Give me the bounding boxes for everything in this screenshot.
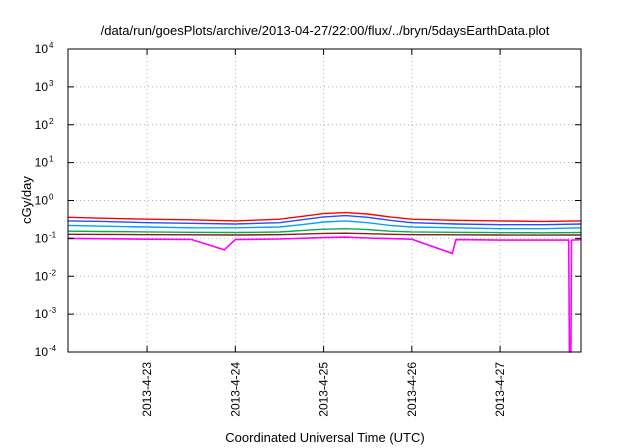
x-tick-label: 2013-4-23 — [140, 362, 154, 417]
series-line-1 — [67, 211, 582, 223]
y-tick-exponent: -3 — [49, 306, 57, 315]
y-tick-label: 10 — [35, 231, 49, 245]
y-tick-exponent: 0 — [49, 193, 54, 202]
series-line-5 — [67, 232, 582, 236]
y-tick-label: 10 — [35, 80, 49, 94]
y-tick-exponent: 2 — [49, 117, 54, 126]
y-tick-label: 10 — [35, 269, 49, 283]
y-tick-exponent: 1 — [49, 155, 54, 164]
y-tick-exponent: -2 — [49, 268, 57, 277]
x-tick-label: 2013-4-27 — [493, 362, 507, 417]
chart-title: /data/run/goesPlots/archive/2013-04-27/2… — [101, 23, 550, 38]
x-ticks: 2013-4-23 2013-4-24 2013-4-25 2013-4-26 2013… — [140, 49, 507, 417]
y-tick-label: 10 — [35, 118, 49, 132]
series-line-6 — [67, 236, 582, 353]
y-tick-label: 10 — [35, 345, 49, 359]
y-tick-exponent: -1 — [49, 230, 57, 239]
y-tick-exponent: 3 — [49, 79, 54, 88]
y-tick-label: 10 — [35, 194, 49, 208]
series-line-2 — [67, 214, 582, 226]
series-line-4 — [67, 227, 582, 234]
x-tick-label: 2013-4-25 — [317, 362, 331, 417]
series-line-3 — [67, 220, 582, 230]
x-tick-label: 2013-4-24 — [228, 362, 242, 417]
y-tick-label: 10 — [35, 42, 49, 56]
y-tick-exponent: 4 — [49, 41, 54, 50]
y-tick-exponent: -4 — [49, 344, 57, 353]
x-tick-label: 2013-4-26 — [405, 362, 419, 417]
y-tick-label: 10 — [35, 307, 49, 321]
series-group — [67, 211, 582, 353]
x-axis-label: Coordinated Universal Time (UTC) — [225, 430, 424, 445]
y-axis-label: cGy/day — [19, 176, 34, 224]
y-tick-label: 10 — [35, 156, 49, 170]
grid — [68, 49, 581, 352]
